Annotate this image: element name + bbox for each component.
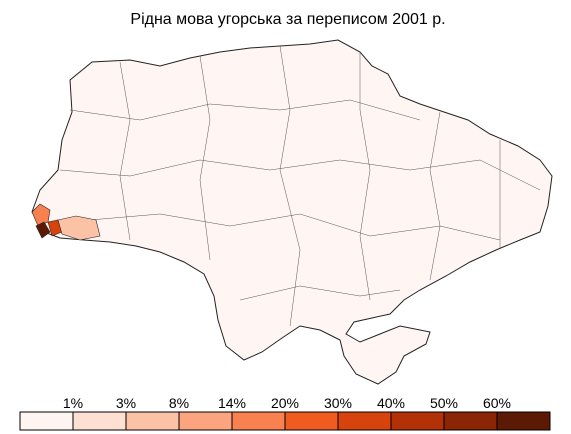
legend-label: 8%	[169, 395, 189, 411]
legend-swatch	[443, 411, 498, 431]
country-outline	[31, 39, 553, 385]
legend-swatch	[19, 411, 74, 431]
legend-label: 60%	[483, 395, 511, 411]
legend-swatch	[337, 411, 392, 431]
legend-swatch	[231, 411, 286, 431]
region-highest	[35, 221, 51, 239]
legend-label: 14%	[218, 395, 246, 411]
ukraine-map	[31, 39, 553, 385]
legend: 1% 3% 8% 14% 20% 30% 40% 50% 60%	[19, 395, 551, 431]
map-title: Рідна мова угорська за переписом 2001 р.	[130, 11, 445, 28]
legend-swatch	[72, 411, 127, 431]
legend-label: 3%	[116, 395, 136, 411]
district-borders	[59, 45, 541, 327]
legend-label: 40%	[377, 395, 405, 411]
legend-swatch	[178, 411, 233, 431]
legend-label: 50%	[430, 395, 458, 411]
region-high	[31, 203, 51, 227]
legend-swatch	[284, 411, 339, 431]
legend-swatch	[125, 411, 180, 431]
legend-label: 20%	[271, 395, 299, 411]
legend-label: 30%	[324, 395, 352, 411]
legend-swatch	[496, 411, 551, 431]
legend-swatch	[390, 411, 445, 431]
legend-label: 1%	[63, 395, 83, 411]
region-low	[57, 215, 101, 241]
